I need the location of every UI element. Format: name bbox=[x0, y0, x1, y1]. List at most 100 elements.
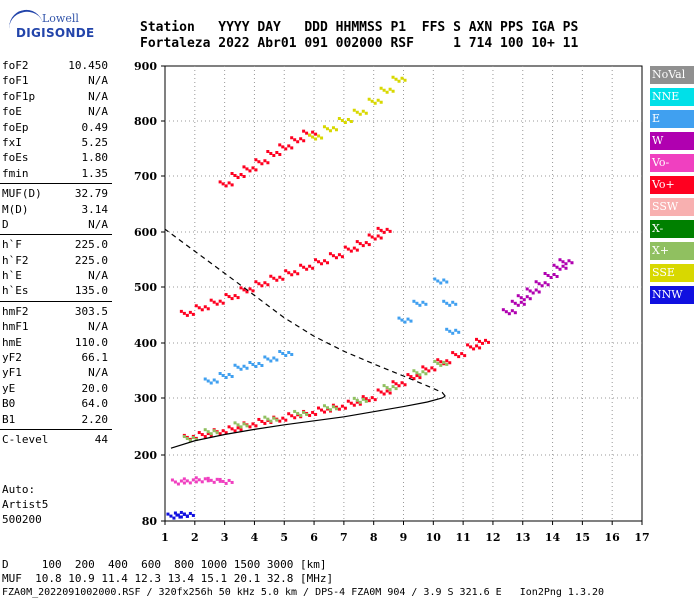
echo-point-3F bbox=[227, 181, 231, 185]
echo-point-scatter bbox=[397, 316, 401, 320]
auto-program: Artist5 bbox=[2, 498, 49, 511]
echo-point-upper bbox=[385, 90, 389, 94]
echo-point-right bbox=[510, 299, 514, 303]
echo-point-upper bbox=[397, 79, 401, 83]
echo-point-scatter bbox=[403, 320, 407, 324]
param-row-foep: foEp 0.49 bbox=[0, 120, 112, 135]
echo-point-right bbox=[543, 272, 547, 275]
echo-point-o-trace bbox=[218, 432, 222, 436]
x-tick-label: 8 bbox=[370, 531, 378, 544]
param-value: 66.1 bbox=[81, 351, 109, 365]
echo-point-scatter bbox=[436, 279, 440, 283]
echo-point-right bbox=[513, 301, 517, 305]
param-key: yF2 bbox=[2, 351, 22, 365]
echo-point-right bbox=[537, 282, 541, 286]
echo-point-low bbox=[166, 512, 170, 516]
echo-point-o-trace bbox=[355, 400, 359, 404]
echo-point-o-trace bbox=[337, 407, 341, 411]
echo-point-low bbox=[182, 512, 186, 516]
param-key: fmin bbox=[2, 166, 29, 180]
echo-point-2F bbox=[328, 252, 332, 256]
echo-point-upper bbox=[373, 101, 377, 105]
footer-muf: MUF 10.8 10.9 11.4 12.3 13.4 15.1 20.1 3… bbox=[2, 572, 334, 585]
echo-point-o-trace bbox=[221, 429, 225, 433]
echo-point-scatter bbox=[212, 378, 216, 382]
echo-point-right bbox=[516, 294, 520, 298]
echo-point-o-trace bbox=[334, 405, 338, 409]
echo-point-o-trace bbox=[433, 368, 437, 372]
x-tick-label: 9 bbox=[400, 531, 408, 544]
echo-point-upper bbox=[394, 77, 398, 81]
echo-point-right bbox=[525, 295, 529, 299]
x-tick-label: 1 bbox=[161, 531, 169, 544]
echo-point-2F bbox=[287, 271, 291, 275]
echo-point-x-trace bbox=[328, 408, 332, 412]
echo-point-upper bbox=[317, 134, 321, 138]
echo-point-o-trace bbox=[293, 416, 297, 420]
echo-point-2F bbox=[236, 296, 240, 300]
echo-point-Es bbox=[230, 480, 234, 484]
echo-point-upper bbox=[325, 127, 329, 131]
echo-point-o-trace bbox=[287, 412, 291, 416]
echo-point-upper bbox=[355, 110, 359, 114]
param-key: foEs bbox=[2, 151, 29, 165]
param-row-fof2: foF2 10.450 bbox=[0, 58, 112, 73]
echo-point-scatter bbox=[278, 350, 282, 353]
echo-point-3F bbox=[242, 175, 246, 178]
echo-point-scatter bbox=[454, 302, 458, 306]
echo-point-o-trace bbox=[251, 422, 255, 426]
y-tick-label: 500 bbox=[134, 281, 157, 294]
echo-point-o-trace bbox=[233, 429, 237, 433]
echo-point-o-trace bbox=[367, 399, 371, 403]
param-separator bbox=[0, 183, 112, 185]
echo-point-2F bbox=[311, 266, 315, 270]
echo-point-scatter bbox=[448, 329, 452, 333]
param-row-hme: hmE 110.0 bbox=[0, 335, 112, 350]
echo-point-right bbox=[501, 308, 505, 312]
echo-point-o-trace bbox=[331, 403, 335, 407]
echo-point-x-trace bbox=[424, 372, 428, 376]
echo-point-2F bbox=[221, 301, 225, 305]
echo-point-3F bbox=[230, 172, 234, 175]
echo-point-2F bbox=[227, 295, 231, 299]
param-row-fof1: foF1 N/A bbox=[0, 73, 112, 88]
echo-point-x-trace bbox=[331, 405, 335, 409]
legend-item-sse: SSE bbox=[650, 264, 694, 282]
echo-point-right bbox=[543, 281, 547, 285]
echo-point-2F bbox=[358, 242, 362, 246]
y-tick-label: 80 bbox=[142, 515, 158, 528]
param-value: 3.14 bbox=[81, 202, 109, 216]
echo-point-2F bbox=[182, 311, 186, 315]
echo-point-o-trace bbox=[466, 343, 470, 347]
param-row-yf1: yF1 N/A bbox=[0, 365, 112, 380]
param-key: foEp bbox=[2, 120, 29, 134]
echo-point-upper bbox=[328, 129, 332, 133]
x-tick-label: 10 bbox=[426, 531, 442, 544]
param-row-hf2: h`F2 225.0 bbox=[0, 253, 112, 268]
echo-point-2F bbox=[197, 306, 201, 310]
echo-point-o-trace bbox=[311, 410, 315, 414]
param-value: 110.0 bbox=[74, 335, 108, 349]
y-tick-label: 800 bbox=[134, 115, 157, 128]
echo-point-3F bbox=[233, 174, 237, 177]
echo-point-x-trace bbox=[364, 399, 368, 403]
echo-point-2F bbox=[376, 234, 380, 238]
echo-point-3F bbox=[245, 167, 249, 171]
echo-point-right bbox=[555, 265, 559, 269]
echo-point-2F bbox=[248, 287, 252, 291]
echo-point-3F bbox=[278, 143, 282, 147]
echo-point-2F bbox=[290, 273, 294, 277]
echo-point-scatter bbox=[221, 374, 225, 377]
echo-point-3F bbox=[293, 138, 297, 142]
echo-point-scatter bbox=[442, 278, 446, 282]
echo-point-x-trace bbox=[325, 406, 329, 410]
echo-point-o-trace bbox=[230, 427, 234, 431]
echo-point-3F bbox=[260, 162, 264, 166]
echo-point-scatter bbox=[245, 366, 249, 370]
echo-point-3F bbox=[221, 182, 225, 186]
echo-point-Es bbox=[188, 481, 192, 485]
echo-point-upper bbox=[320, 136, 324, 140]
echo-point-3F bbox=[302, 139, 306, 143]
param-row-fmin: fmin 1.35 bbox=[0, 166, 112, 181]
echo-point-o-trace bbox=[394, 382, 398, 386]
